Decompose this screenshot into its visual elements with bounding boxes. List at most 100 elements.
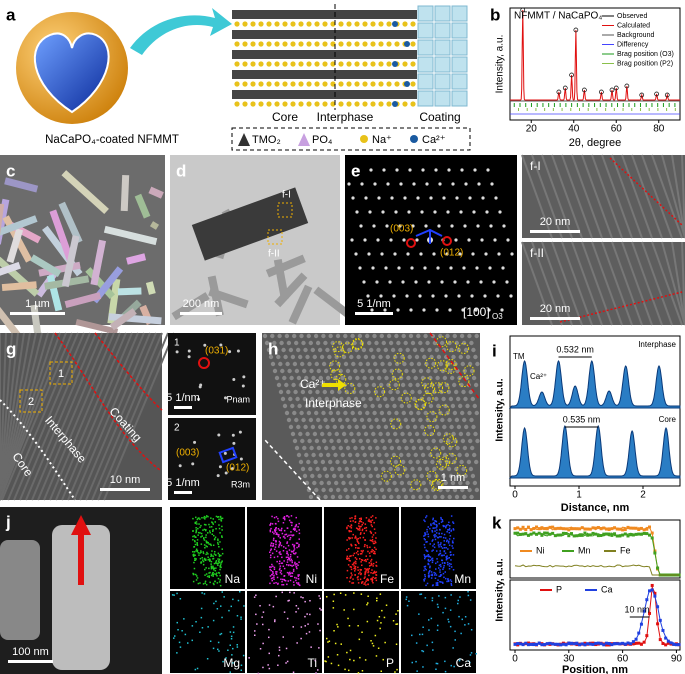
ca-site xyxy=(430,480,442,492)
fringe xyxy=(91,332,163,501)
eds-dot xyxy=(286,571,289,574)
fringe xyxy=(31,332,103,501)
atom xyxy=(470,396,475,402)
atom xyxy=(402,361,407,367)
eds-dot xyxy=(196,544,199,546)
rod xyxy=(288,284,313,325)
spot xyxy=(395,168,399,172)
spot xyxy=(467,238,471,242)
eds-dot xyxy=(278,529,281,531)
eds-dot xyxy=(354,535,357,537)
eds-dot xyxy=(286,561,289,563)
eds-dot xyxy=(209,559,211,561)
atom xyxy=(298,431,303,437)
atom xyxy=(455,368,460,374)
eds-dot xyxy=(370,524,373,526)
eds-dot xyxy=(268,667,271,670)
mn-pt xyxy=(524,532,528,536)
eds-dot xyxy=(371,538,374,541)
na-ion xyxy=(370,41,376,47)
eds-dot xyxy=(276,532,278,534)
label: Ca²⁺ xyxy=(300,377,326,391)
eds-dot xyxy=(374,577,376,580)
atom xyxy=(286,340,292,346)
observed xyxy=(573,27,579,33)
eds-dot xyxy=(433,527,435,529)
eds-dot xyxy=(349,658,351,661)
mn-pt xyxy=(559,533,563,537)
eds-dot xyxy=(298,574,300,576)
platelet xyxy=(119,174,130,212)
eds-dot xyxy=(220,605,222,607)
label: b xyxy=(490,5,500,24)
atom xyxy=(452,333,457,339)
eds-dot xyxy=(304,600,306,603)
eds-dot xyxy=(219,574,221,577)
eds-dot xyxy=(269,530,272,533)
ca xyxy=(514,589,680,646)
atom xyxy=(446,389,452,395)
eds-dot xyxy=(269,529,271,532)
eds-dot xyxy=(344,668,346,671)
mn-pt xyxy=(583,531,587,535)
atom xyxy=(367,368,373,374)
eds-dot xyxy=(364,582,366,584)
atom xyxy=(368,473,373,479)
atom xyxy=(408,459,413,465)
atom xyxy=(349,354,354,360)
eds-dot xyxy=(269,568,271,571)
eds-dot xyxy=(279,551,281,553)
eds-dot xyxy=(424,574,426,576)
eds-dot xyxy=(443,550,446,552)
eds-dot xyxy=(327,656,330,658)
eds-dot xyxy=(348,530,351,533)
atom xyxy=(332,473,337,479)
atom xyxy=(345,417,350,423)
eds-dot xyxy=(314,659,316,662)
ca-site xyxy=(422,392,434,404)
atom xyxy=(323,368,329,374)
eds-dot xyxy=(397,610,399,612)
platelet xyxy=(6,228,24,264)
eds-dot xyxy=(236,644,238,646)
spot xyxy=(364,196,368,200)
eds-dot xyxy=(218,650,220,652)
atom xyxy=(296,375,302,381)
label: 2 xyxy=(174,423,180,434)
eds-dot xyxy=(449,535,452,537)
atom xyxy=(401,410,406,416)
na-ion xyxy=(298,41,304,47)
eds-dot xyxy=(361,581,363,583)
heart xyxy=(33,32,110,114)
eds-dot xyxy=(447,578,449,581)
eds-dot xyxy=(293,544,296,546)
eds-dot xyxy=(294,562,296,565)
na-ion xyxy=(386,101,392,107)
spot xyxy=(447,168,451,172)
eds-dot xyxy=(432,522,434,525)
eds-dot xyxy=(376,597,378,599)
eds-dot xyxy=(220,519,222,521)
eds-dot xyxy=(299,584,301,587)
atom xyxy=(350,410,355,416)
label: h xyxy=(268,339,278,358)
platelet xyxy=(103,225,158,246)
eds-dot xyxy=(232,626,235,628)
eds-dot xyxy=(363,583,365,585)
eds-dot xyxy=(370,578,372,580)
atom xyxy=(312,354,317,360)
atom xyxy=(456,424,462,430)
eds-dot xyxy=(442,566,445,569)
atom xyxy=(334,354,339,360)
eds-dot xyxy=(430,571,433,573)
atom xyxy=(381,340,386,346)
eds-dot xyxy=(436,525,438,528)
atom xyxy=(431,361,436,367)
ca-site xyxy=(342,342,354,354)
eds-dot xyxy=(297,564,299,566)
atom xyxy=(440,494,445,500)
eds-dot xyxy=(317,623,319,625)
eds-dot xyxy=(428,575,430,577)
atom xyxy=(447,494,452,500)
atom xyxy=(398,347,403,353)
